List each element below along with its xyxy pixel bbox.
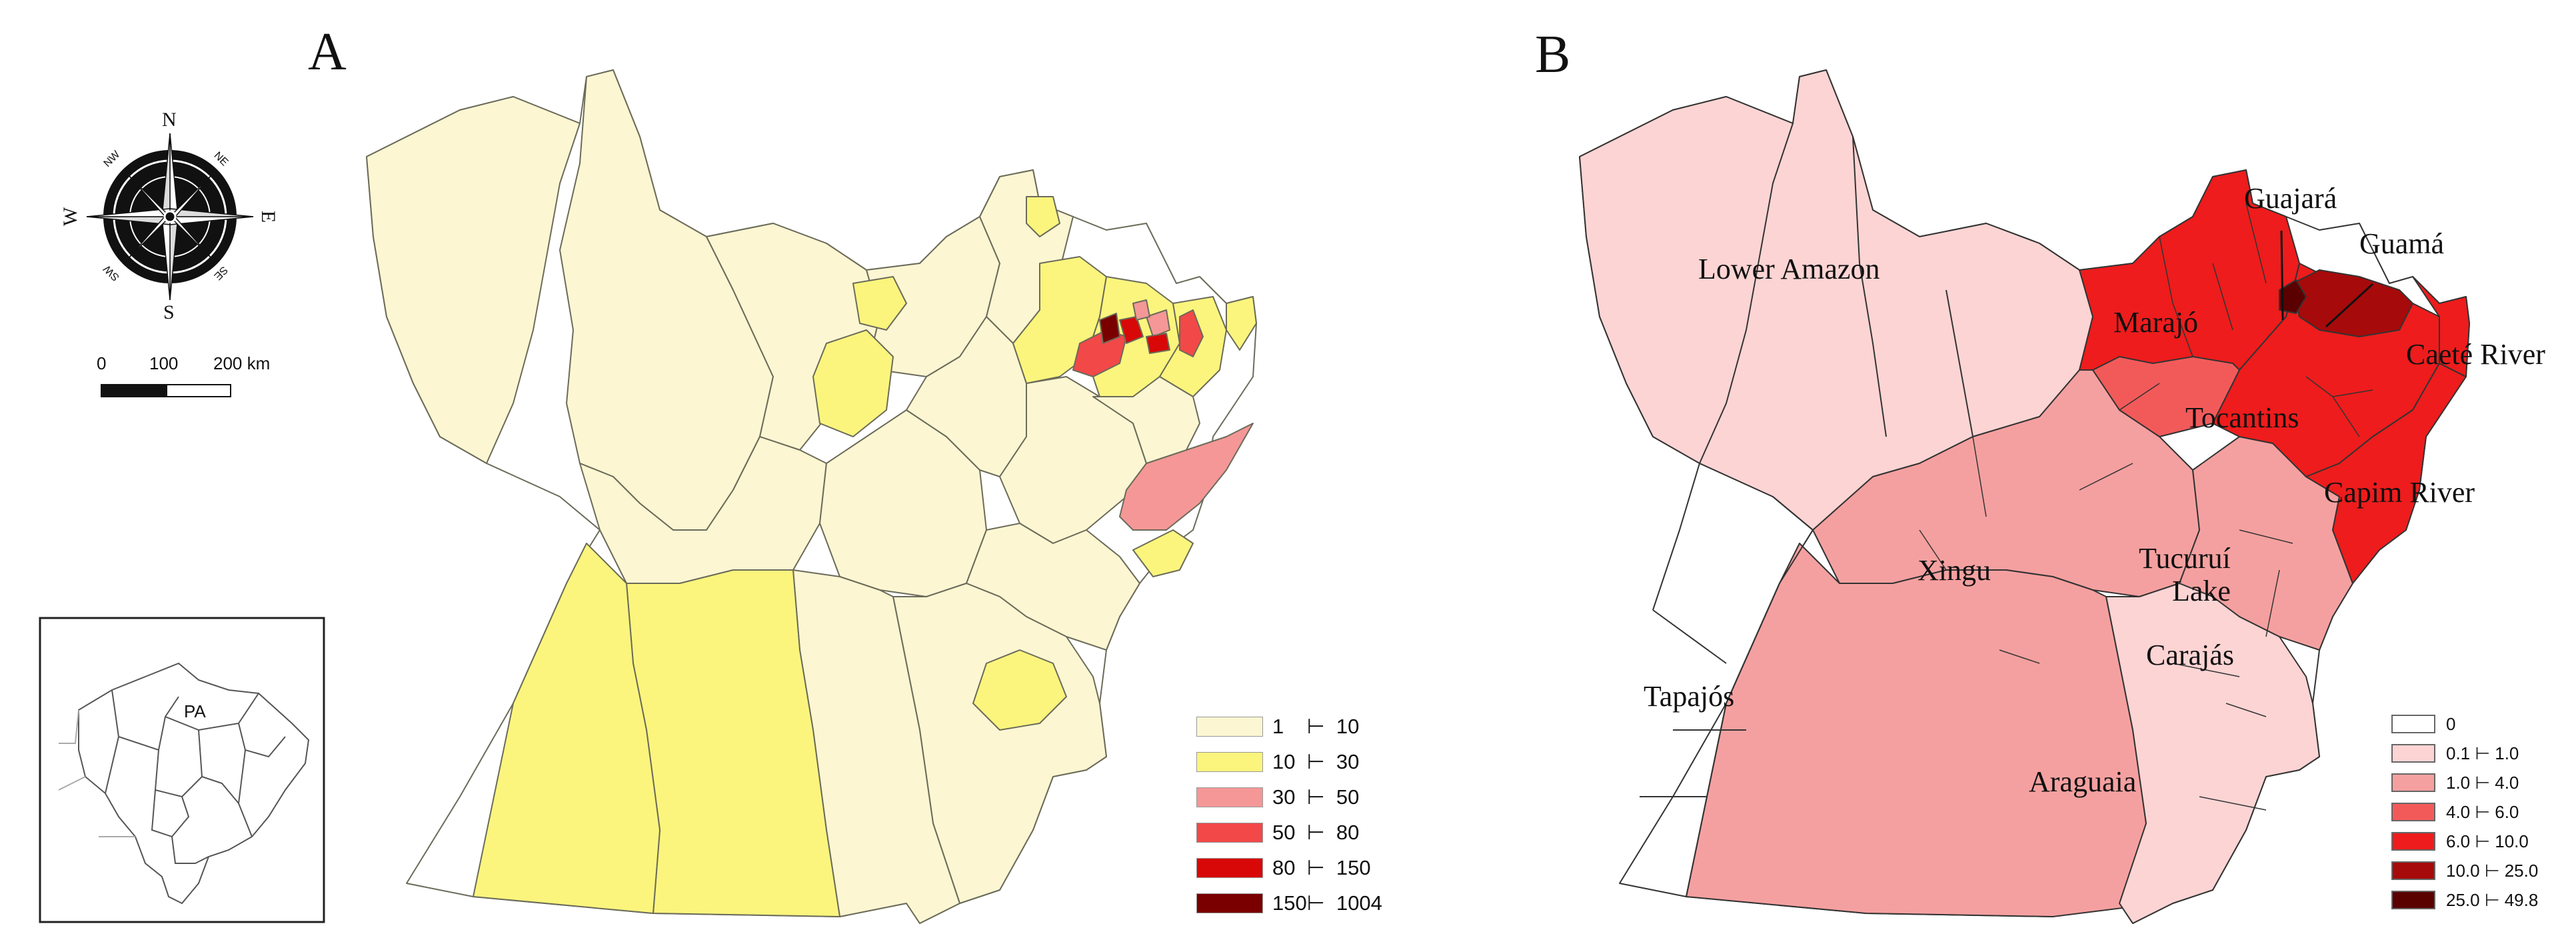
legend-a-swatch [1196, 823, 1263, 843]
legend-b-swatch [2391, 861, 2435, 880]
region-xingu: Xingu [1918, 554, 1991, 587]
scale-bar [101, 384, 231, 397]
region-guajara: Guajará [2244, 182, 2337, 215]
legend-a-swatch [1196, 893, 1263, 913]
legend-b-item: 6.0 ⊢ 10.0 [2391, 831, 2529, 851]
region-capim-river: Capim River [2324, 476, 2475, 509]
legend-b-label: 0.1 ⊢ 1.0 [2446, 743, 2519, 763]
map-a [366, 69, 1257, 924]
compass-s: S [163, 301, 175, 323]
legend-a-swatch [1196, 752, 1263, 772]
inset-label-pa: PA [184, 701, 206, 721]
scale-tick-0: 0 [97, 353, 107, 373]
legend-b-label: 25.0 ⊢ 49.8 [2446, 889, 2539, 910]
legend-a-label: 50 ⊢ 80 [1272, 821, 1360, 844]
region-tocantins: Tocantins [2185, 401, 2299, 434]
region-tucurui-line1: Tucuruí [2139, 542, 2231, 575]
panel-a-letter: A [308, 23, 347, 81]
scale-tick-200: 200 km [213, 353, 271, 373]
legend-a-item: 80 ⊢ 150 [1196, 856, 1371, 879]
legend-b-swatch [2391, 715, 2435, 733]
legend-b-item: 25.0 ⊢ 49.8 [2391, 889, 2539, 910]
legend-b-swatch [2391, 803, 2435, 821]
legend-b-label: 1.0 ⊢ 4.0 [2446, 772, 2519, 793]
legend-a-label: 150⊢ 1004 [1272, 891, 1382, 915]
legend-b-swatch [2391, 832, 2435, 851]
legend-a-item: 30 ⊢ 50 [1196, 785, 1360, 809]
leader-lines [2280, 230, 2374, 328]
legend-b-item: 10.0 ⊢ 25.0 [2391, 860, 2539, 881]
legend-b-item: 0.1 ⊢ 1.0 [2391, 743, 2519, 763]
legend-a-swatch [1196, 858, 1263, 878]
compass-n: N [162, 109, 177, 131]
legend-b-swatch [2391, 773, 2435, 792]
compass-rose-icon [86, 133, 254, 301]
region-tapajos: Tapajós [1644, 680, 1735, 713]
region-araguaia: Araguaia [2029, 765, 2137, 798]
inset-map [39, 617, 325, 923]
panel-b-letter: B [1535, 25, 1571, 84]
legend-a-item: 1 ⊢ 10 [1196, 715, 1360, 738]
legend-b-swatch [2391, 744, 2435, 763]
legend-a-label: 1 ⊢ 10 [1272, 715, 1360, 738]
legend-b-item: 1.0 ⊢ 4.0 [2391, 772, 2519, 793]
legend-b-label: 0 [2446, 713, 2456, 734]
region-guama: Guamá [2359, 227, 2445, 260]
region-tucurui-line2: Lake [2172, 575, 2231, 607]
compass-e: E [257, 210, 280, 223]
legend-a-label: 80 ⊢ 150 [1272, 856, 1371, 879]
legend-b-label: 4.0 ⊢ 6.0 [2446, 801, 2519, 822]
region-lower-amazon: Lower Amazon [1698, 253, 1880, 285]
legend-b-swatch [2391, 891, 2435, 909]
legend-a-label: 30 ⊢ 50 [1272, 785, 1360, 809]
legend-a-swatch [1196, 787, 1263, 807]
region-marajo: Marajó [2113, 306, 2199, 339]
legend-b-label: 10.0 ⊢ 25.0 [2446, 860, 2539, 881]
compass-w: W [59, 207, 82, 227]
legend-b-item: 4.0 ⊢ 6.0 [2391, 801, 2519, 822]
legend-a-item: 50 ⊢ 80 [1196, 821, 1360, 844]
legend-b-label: 6.0 ⊢ 10.0 [2446, 831, 2529, 851]
legend-a-item: 150⊢ 1004 [1196, 891, 1382, 915]
legend-b-item: 0 [2391, 713, 2456, 734]
region-carajas: Carajás [2146, 639, 2234, 671]
map-b [1579, 69, 2470, 924]
region-caete-river: Caeté River [2406, 338, 2545, 371]
legend-a-swatch [1196, 717, 1263, 737]
legend-a-item: 10 ⊢ 30 [1196, 750, 1360, 773]
scale-tick-100: 100 [149, 353, 179, 373]
legend-a-label: 10 ⊢ 30 [1272, 750, 1360, 773]
